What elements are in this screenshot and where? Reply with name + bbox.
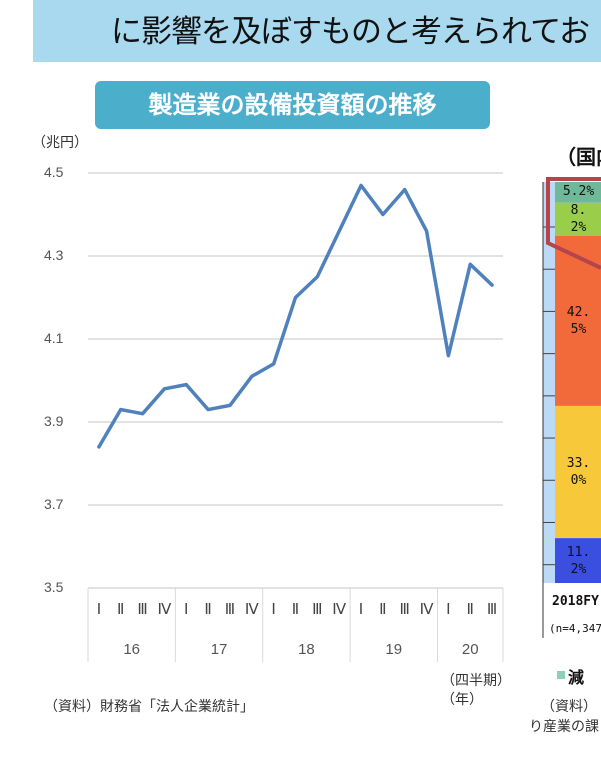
x-quarter-label: Ⅰ — [96, 602, 102, 618]
y-tick-label: 4.1 — [44, 330, 64, 346]
segment-label: 8.2% — [570, 203, 587, 236]
x-quarter-label: Ⅲ — [224, 602, 236, 618]
y-tick-label: 3.7 — [44, 496, 64, 512]
data-line — [97, 183, 494, 449]
y-axis-unit: （兆円） — [32, 135, 88, 151]
x-axis-unit: （四半期） （年） — [441, 672, 511, 710]
x-quarter-label: Ⅰ — [271, 602, 276, 618]
legend-swatch — [557, 671, 565, 679]
data-point — [184, 383, 188, 387]
data-point — [119, 408, 123, 412]
data-point — [228, 403, 232, 407]
x-quarter-label: Ⅱ — [291, 602, 300, 618]
x-year-label: 20 — [461, 641, 479, 658]
right-source-line1: （資料） — [541, 699, 597, 715]
data-point — [490, 283, 494, 287]
right-chart-title: （国内 — [556, 145, 601, 169]
legend-item: 減 — [568, 668, 585, 687]
x-quarter-label: Ⅲ — [312, 602, 323, 618]
y-tick-label: 4.5 — [44, 164, 64, 180]
x-quarter-label: Ⅲ — [399, 602, 410, 618]
x-quarter-label: Ⅳ — [157, 602, 172, 618]
data-point — [250, 374, 254, 378]
header-banner: に影響を及ぼすものと考えられてお — [33, 0, 601, 62]
x-year-label: 18 — [298, 641, 315, 658]
chart-title-badge: 製造業の設備投資額の推移 — [95, 81, 490, 129]
x-unit-year: （年） — [441, 692, 483, 708]
segment-label: 5.2% — [562, 184, 595, 200]
bar-category-label: 2018FY — [552, 594, 599, 609]
x-unit-quarter: （四半期） — [441, 673, 511, 689]
header-title: に影響を及ぼすものと考えられてお — [111, 14, 590, 50]
right-source-line2: り産業の課 — [529, 719, 599, 735]
data-point — [337, 229, 341, 233]
data-point — [141, 412, 145, 416]
data-point — [446, 354, 450, 358]
data-point — [468, 262, 472, 266]
bar-segment — [555, 405, 601, 539]
x-quarter-label: Ⅰ — [358, 602, 364, 618]
data-point — [206, 408, 210, 412]
bar-plot-background — [543, 182, 555, 583]
highlight-outline — [546, 177, 601, 270]
y-tick-label: 3.5 — [44, 579, 64, 595]
data-point — [403, 188, 407, 192]
y-tick-label: 4.3 — [44, 247, 64, 263]
bar-segment — [555, 182, 601, 203]
x-year-label: 17 — [210, 641, 228, 658]
x-quarter-label: Ⅱ — [379, 602, 387, 618]
x-quarter-label: Ⅳ — [244, 602, 259, 618]
data-point — [425, 229, 429, 233]
segment-label: 33.0% — [566, 456, 591, 489]
x-quarter-label: Ⅱ — [204, 602, 212, 618]
y-tick-label: 3.9 — [44, 413, 64, 429]
x-year-label: 16 — [123, 641, 141, 658]
data-point — [381, 213, 385, 216]
bar-segment — [555, 538, 601, 583]
x-year-label: 19 — [385, 641, 403, 658]
x-quarter-label: Ⅳ — [419, 602, 434, 618]
sample-size-label: (n=4,347 — [549, 622, 601, 635]
data-point — [315, 275, 319, 279]
x-quarter-label: Ⅲ — [486, 602, 498, 618]
data-point — [359, 183, 363, 187]
x-quarter-label: Ⅰ — [184, 602, 189, 618]
source-note: （資料）財務省「法人企業統計」 — [44, 699, 254, 715]
x-quarter-label: Ⅰ — [446, 602, 451, 618]
segment-label: 42.5% — [566, 304, 591, 337]
data-point — [294, 296, 297, 299]
data-point — [162, 387, 166, 391]
data-point — [272, 362, 276, 366]
x-quarter-label: Ⅱ — [117, 602, 125, 618]
x-quarter-label: Ⅱ — [466, 602, 474, 618]
x-quarter-label: Ⅳ — [332, 602, 347, 618]
x-quarter-label: Ⅲ — [137, 602, 148, 618]
data-point — [97, 445, 101, 449]
segment-label: 11.2% — [566, 544, 591, 577]
bar-segment — [555, 202, 601, 236]
